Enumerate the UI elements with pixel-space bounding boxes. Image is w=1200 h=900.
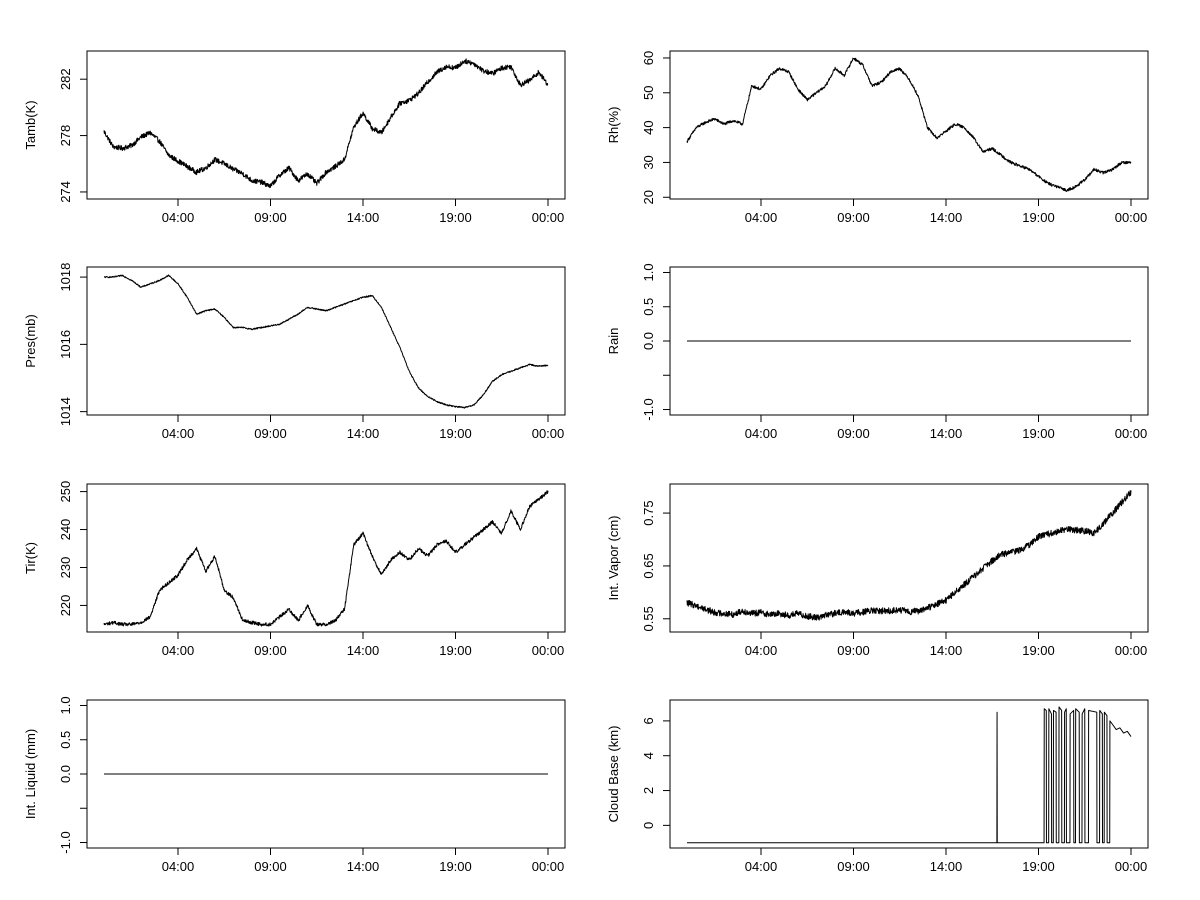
y-tick-label: -1.0 xyxy=(58,831,73,853)
series-line xyxy=(686,490,1132,621)
panel-4: 04:00 09:00 14:00 19:00 00:00 -1.0 0.0 0.5 1.0 Ra… xyxy=(606,263,1149,441)
x-tick-label: 04:00 xyxy=(745,643,778,658)
y-tick-label: 282 xyxy=(58,68,73,90)
panel-1: 04:00 09:00 14:00 19:00 00:00 274 278 282 Tamb(K… xyxy=(23,50,566,225)
y-tick-label: 30 xyxy=(641,155,656,169)
y-tick-label: 50 xyxy=(641,86,656,100)
y-tick-label: 0.5 xyxy=(641,298,656,316)
y-axis-label: Tir(K) xyxy=(23,542,38,574)
x-tick-label: 19:00 xyxy=(1022,210,1055,225)
x-tick-label: 04:00 xyxy=(745,859,778,874)
y-tick-label: 40 xyxy=(641,120,656,134)
panel-3: 04:00 09:00 14:00 19:00 00:00 1014 1016 1018 Pre… xyxy=(23,263,566,441)
y-tick-label: 1.0 xyxy=(641,263,656,281)
y-axis-label: Int. Liquid (mm) xyxy=(23,729,38,819)
x-tick-label: 14:00 xyxy=(347,426,380,441)
y-tick-label: 0.55 xyxy=(641,606,656,631)
series-line xyxy=(686,57,1132,192)
series-line xyxy=(103,490,549,627)
x-tick-label: 14:00 xyxy=(347,643,380,658)
x-tick-label: 09:00 xyxy=(837,859,870,874)
x-tick-label: 04:00 xyxy=(162,859,195,874)
series-line xyxy=(103,58,549,189)
y-tick-label: 230 xyxy=(58,557,73,579)
x-tick-label: 14:00 xyxy=(347,859,380,874)
x-tick-label: 14:00 xyxy=(930,210,963,225)
y-tick-label: 240 xyxy=(58,519,73,541)
x-tick-label: 19:00 xyxy=(1022,859,1055,874)
panel-7: 04:00 09:00 14:00 19:00 00:00 -1.0 0.0 0.5 1.0 In… xyxy=(23,696,566,874)
y-tick-label: 1018 xyxy=(58,263,73,292)
x-tick-label: 14:00 xyxy=(930,426,963,441)
y-tick-label: 60 xyxy=(641,51,656,65)
y-axis-label: Int. Vapor (cm) xyxy=(606,515,621,600)
y-axis-label: Rain xyxy=(606,328,621,355)
x-tick-label: 00:00 xyxy=(1115,210,1148,225)
y-tick-label: -1.0 xyxy=(641,398,656,420)
y-tick-label: 6 xyxy=(641,717,656,724)
y-tick-label: 250 xyxy=(58,481,73,503)
x-tick-label: 00:00 xyxy=(532,643,565,658)
y-tick-label: 1016 xyxy=(58,330,73,359)
x-tick-label: 09:00 xyxy=(837,210,870,225)
panel-8: 04:00 09:00 14:00 19:00 00:00 0 2 4 6 Cloud Base … xyxy=(606,699,1149,874)
x-tick-label: 09:00 xyxy=(254,859,287,874)
y-tick-label: 20 xyxy=(641,190,656,204)
x-tick-label: 09:00 xyxy=(254,210,287,225)
x-tick-label: 00:00 xyxy=(1115,426,1148,441)
x-tick-label: 04:00 xyxy=(162,426,195,441)
y-axis-label: Cloud Base (km) xyxy=(606,726,621,823)
y-tick-label: 278 xyxy=(58,125,73,147)
y-tick-label: 220 xyxy=(58,595,73,617)
x-tick-label: 19:00 xyxy=(439,426,472,441)
plot-frame xyxy=(86,50,566,200)
panel-5: 04:00 09:00 14:00 19:00 00:00 220 230 240 250 Tir… xyxy=(23,481,566,658)
y-tick-label: 0.0 xyxy=(58,765,73,783)
y-tick-label: 2 xyxy=(641,787,656,794)
x-tick-label: 00:00 xyxy=(532,210,565,225)
x-tick-label: 04:00 xyxy=(745,210,778,225)
y-tick-label: 0.65 xyxy=(641,553,656,578)
y-axis-label: Rh(%) xyxy=(606,107,621,144)
x-tick-label: 19:00 xyxy=(439,210,472,225)
y-tick-label: 0.0 xyxy=(641,332,656,350)
x-tick-label: 04:00 xyxy=(745,426,778,441)
x-tick-label: 00:00 xyxy=(1115,643,1148,658)
x-tick-label: 19:00 xyxy=(439,643,472,658)
series-line xyxy=(103,274,549,409)
x-tick-label: 00:00 xyxy=(1115,859,1148,874)
x-tick-label: 09:00 xyxy=(837,426,870,441)
y-tick-label: 1.0 xyxy=(58,696,73,714)
x-tick-label: 19:00 xyxy=(1022,426,1055,441)
y-tick-label: 0.75 xyxy=(641,500,656,525)
y-tick-label: 0 xyxy=(641,822,656,829)
plot-frame xyxy=(86,266,566,416)
plot-frame xyxy=(669,50,1149,200)
y-axis-label: Pres(mb) xyxy=(23,314,38,367)
x-tick-label: 19:00 xyxy=(1022,643,1055,658)
y-tick-label: 274 xyxy=(58,181,73,203)
x-tick-label: 00:00 xyxy=(532,426,565,441)
x-tick-label: 14:00 xyxy=(930,859,963,874)
x-tick-label: 19:00 xyxy=(439,859,472,874)
x-tick-label: 04:00 xyxy=(162,210,195,225)
x-tick-label: 14:00 xyxy=(347,210,380,225)
y-axis-label: Tamb(K) xyxy=(23,100,38,149)
panel-6: 04:00 09:00 14:00 19:00 00:00 0.55 0.65 0.75 Int… xyxy=(606,483,1149,658)
y-tick-label: 0.5 xyxy=(58,731,73,749)
y-tick-label: 1014 xyxy=(58,397,73,426)
panel-2: 04:00 09:00 14:00 19:00 00:00 20 30 40 50 60 Rh(%) xyxy=(606,50,1149,225)
plot-frame xyxy=(669,483,1149,633)
y-tick-label: 4 xyxy=(641,752,656,759)
x-tick-label: 14:00 xyxy=(930,643,963,658)
x-tick-label: 04:00 xyxy=(162,643,195,658)
x-tick-label: 09:00 xyxy=(254,643,287,658)
x-tick-label: 09:00 xyxy=(837,643,870,658)
series-line xyxy=(687,706,1132,844)
x-tick-label: 09:00 xyxy=(254,426,287,441)
x-tick-label: 00:00 xyxy=(532,859,565,874)
plot-frame xyxy=(86,483,566,633)
plot-frame xyxy=(669,699,1149,849)
